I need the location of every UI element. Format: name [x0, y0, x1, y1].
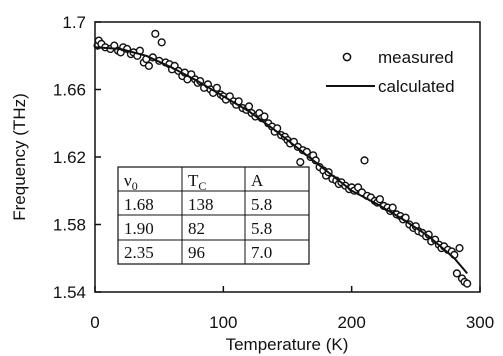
data-point-measured [144, 61, 154, 71]
table-cell: 1.68 [124, 195, 154, 214]
legend-marker-measured [342, 52, 352, 62]
x-axis-label: Temperature (K) [226, 335, 349, 354]
data-point-measured [212, 83, 222, 92]
legend: measured calculated [326, 48, 455, 96]
x-tick-label: 0 [90, 313, 99, 332]
legend-label-calculated: calculated [378, 77, 455, 96]
data-point-measured [375, 195, 385, 204]
table-cell: 96 [188, 243, 205, 262]
data-point-measured [463, 279, 472, 288]
plot-frame [94, 21, 481, 293]
table-cell: 82 [188, 219, 205, 238]
table-cell: 7.0 [251, 243, 272, 262]
x-tick-label: 300 [466, 313, 494, 332]
y-axis-label: Frequency (THz) [10, 93, 29, 221]
table-cell: 2.35 [124, 243, 154, 262]
table-cell: 5.8 [251, 219, 272, 238]
data-point-measured [388, 203, 397, 212]
table-header-nu0-subscript: 0 [132, 179, 138, 193]
data-point-measured [260, 112, 269, 121]
x-tick-label: 100 [209, 313, 237, 332]
data-point-measured [157, 38, 166, 47]
y-tick-label: 1.62 [53, 148, 86, 167]
series-line-calculated [94, 46, 468, 275]
data-point-measured [151, 29, 160, 38]
data-point-measured [244, 102, 254, 111]
data-point-measured [455, 244, 464, 253]
data-point-measured [296, 158, 305, 167]
tick-group: 0 100 200 300 1.54 1.58 1.62 1.66 1.7 [53, 13, 494, 332]
table-cell: 5.8 [251, 195, 272, 214]
table-cell: 1.90 [124, 219, 154, 238]
y-tick-label: 1.66 [53, 81, 86, 100]
table-cell: 138 [188, 195, 214, 214]
parameter-table: ν0 TC A 1.68 138 5.8 1.90 82 5.8 2.35 96… [117, 166, 310, 265]
y-tick-label: 1.7 [62, 13, 86, 32]
table-header-tc-subscript: C [198, 179, 206, 193]
y-tick-label: 1.54 [53, 283, 86, 302]
data-point-measured [360, 156, 369, 165]
table-header-a: A [251, 171, 264, 190]
legend-label-measured: measured [378, 48, 454, 67]
data-point-measured [452, 269, 462, 278]
x-tick-label: 200 [337, 313, 365, 332]
y-tick-label: 1.58 [53, 216, 86, 235]
